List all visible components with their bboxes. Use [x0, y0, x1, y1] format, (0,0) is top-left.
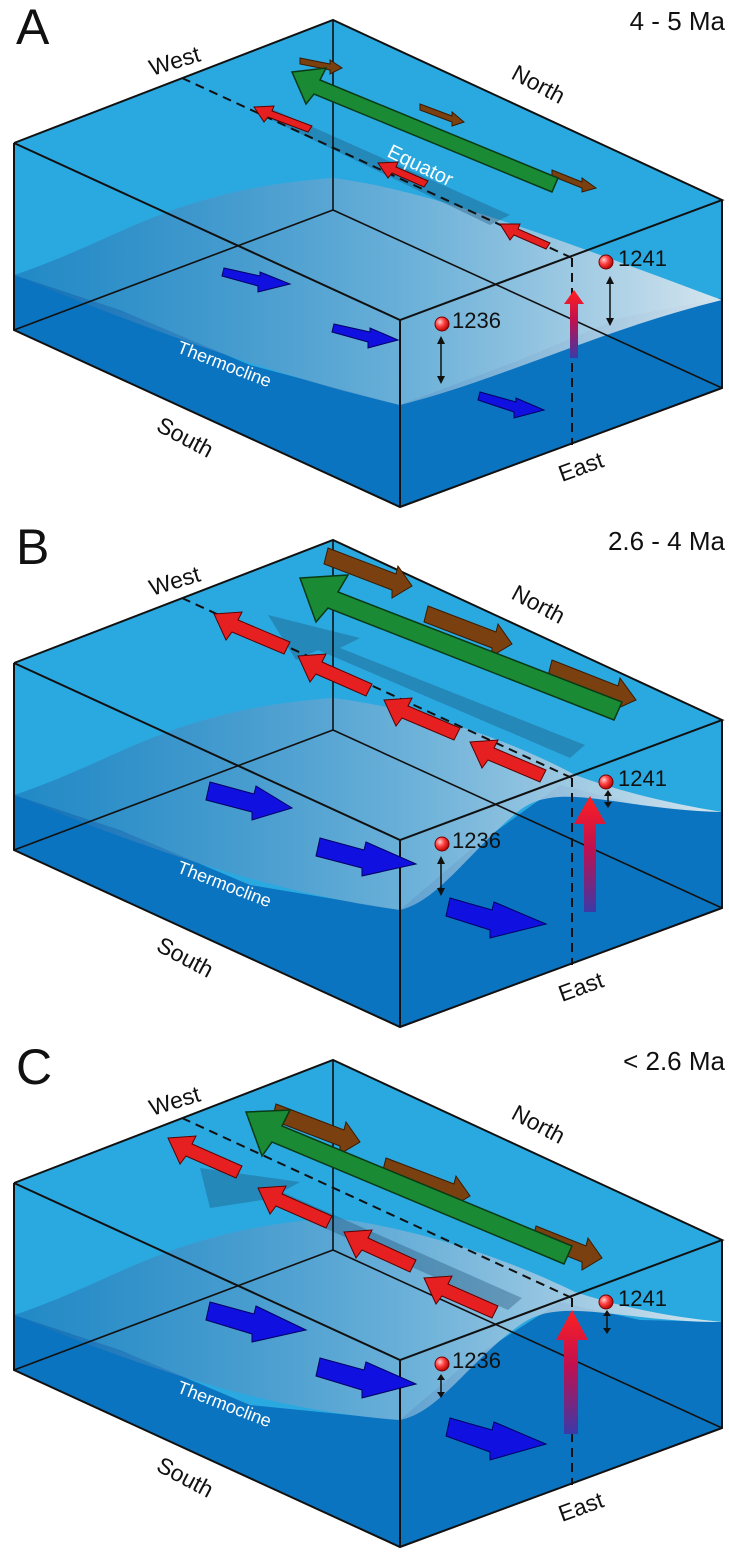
panel-c: West North South East Thermocline 1236 1… [0, 1040, 729, 1556]
ocean-block-diagram-c: West North South East Thermocline 1236 1… [13, 1058, 725, 1549]
east-label: East [555, 1486, 608, 1526]
undercurrent-arrow [477, 391, 546, 419]
upwelling-arrow [574, 796, 606, 912]
deep-water-east [400, 1302, 722, 1547]
depth-indicator-head [604, 790, 612, 796]
site-label-1236: 1236 [452, 828, 501, 853]
site-marker-1236 [434, 1356, 450, 1372]
north-label: North [508, 59, 570, 108]
surface-current-arrow [343, 1229, 417, 1273]
depth-indicator-head [437, 1392, 445, 1398]
panel-a: West North South East Equator Thermoclin… [0, 0, 729, 516]
deep-water-south [14, 795, 400, 1027]
site-marker-1236 [434, 316, 450, 332]
back-edge [332, 209, 723, 389]
site-label-1241: 1241 [618, 246, 667, 271]
undercurrent-arrow [445, 897, 548, 939]
panel-age: 4 - 5 Ma [629, 6, 725, 36]
undercurrent-arrow [445, 1417, 548, 1461]
back-edge [332, 729, 723, 909]
site-label-1236: 1236 [452, 308, 501, 333]
depth-indicator-head [437, 1374, 445, 1380]
undercurrent-arrow [315, 1357, 418, 1399]
trade-wind-arrow [298, 574, 624, 721]
panel-age: 2.6 - 4 Ma [607, 526, 725, 556]
undercurrent-arrow [331, 323, 400, 349]
surface-current-arrow [423, 1275, 499, 1319]
depth-indicator-head [606, 276, 614, 284]
depth-indicator-head [603, 1328, 611, 1334]
depth-indicator-head [606, 318, 614, 326]
surface-current-arrow [297, 653, 373, 697]
site-label-1241: 1241 [618, 766, 667, 791]
thermocline-surface [14, 698, 722, 910]
equator-line [181, 597, 573, 779]
meridional-wind-arrow [423, 605, 513, 657]
panel-letter: A [16, 0, 50, 55]
ocean-block-diagram-a: West North South East Equator Thermoclin… [13, 18, 725, 509]
surface-current-arrow [469, 739, 547, 783]
deep-water-south [14, 1315, 400, 1547]
depth-indicator-head [437, 888, 445, 896]
site-marker-1241 [598, 254, 614, 270]
thermocline-surface [14, 178, 722, 405]
north-label: North [508, 579, 570, 628]
site-marker-1236 [434, 836, 450, 852]
panel-letter: B [16, 519, 50, 575]
east-label: East [555, 446, 608, 486]
deep-water-east [400, 298, 722, 507]
depth-indicator-head [437, 856, 445, 864]
east-label: East [555, 966, 608, 1006]
surface-current-arrow [499, 223, 551, 250]
trade-wind-arrow [290, 67, 559, 193]
meridional-wind-arrow [299, 57, 343, 75]
trade-wind-arrow [244, 1109, 573, 1265]
site-label-1241: 1241 [618, 1286, 667, 1311]
north-label: North [508, 1099, 570, 1148]
surface-current-arrow [253, 105, 313, 133]
upwelling-arrow [564, 290, 584, 358]
depth-indicator-head [437, 376, 445, 384]
undercurrent-arrow [205, 1301, 308, 1343]
undercurrent-arrow [315, 837, 418, 877]
back-edge [332, 1249, 723, 1429]
thermocline-surface [14, 1218, 722, 1420]
panel-age: < 2.6 Ma [623, 1046, 725, 1076]
meridional-wind-arrow [323, 547, 413, 599]
site-marker-1241 [598, 1294, 614, 1310]
surface-current-arrow [213, 611, 291, 655]
back-edge [13, 209, 334, 331]
ocean-block-diagram-b: West North South East Thermocline 1236 1… [13, 538, 725, 1029]
site-label-1236: 1236 [452, 1348, 501, 1373]
depth-indicator-head [604, 802, 612, 808]
panel-letter: C [16, 1039, 53, 1095]
depth-indicator-head [437, 336, 445, 344]
surface-current-arrow [383, 697, 461, 741]
panel-b: West North South East Thermocline 1236 1… [0, 520, 729, 1036]
upwelling-arrow [556, 1310, 588, 1434]
undercurrent-arrow [221, 267, 292, 293]
equator-line [181, 1117, 573, 1299]
wind-shadow [268, 615, 585, 758]
depth-indicator-head [603, 1310, 611, 1316]
surface-current-arrow [167, 1135, 243, 1179]
undercurrent-arrow [205, 781, 294, 821]
back-edge [13, 1249, 334, 1371]
deep-water-south [14, 275, 400, 507]
back-edge [13, 729, 334, 851]
meridional-wind-arrow [419, 103, 466, 127]
equator-line [181, 77, 573, 259]
site-marker-1241 [598, 774, 614, 790]
surface-current-arrow [377, 161, 429, 188]
surface-current-arrow [257, 1185, 333, 1229]
